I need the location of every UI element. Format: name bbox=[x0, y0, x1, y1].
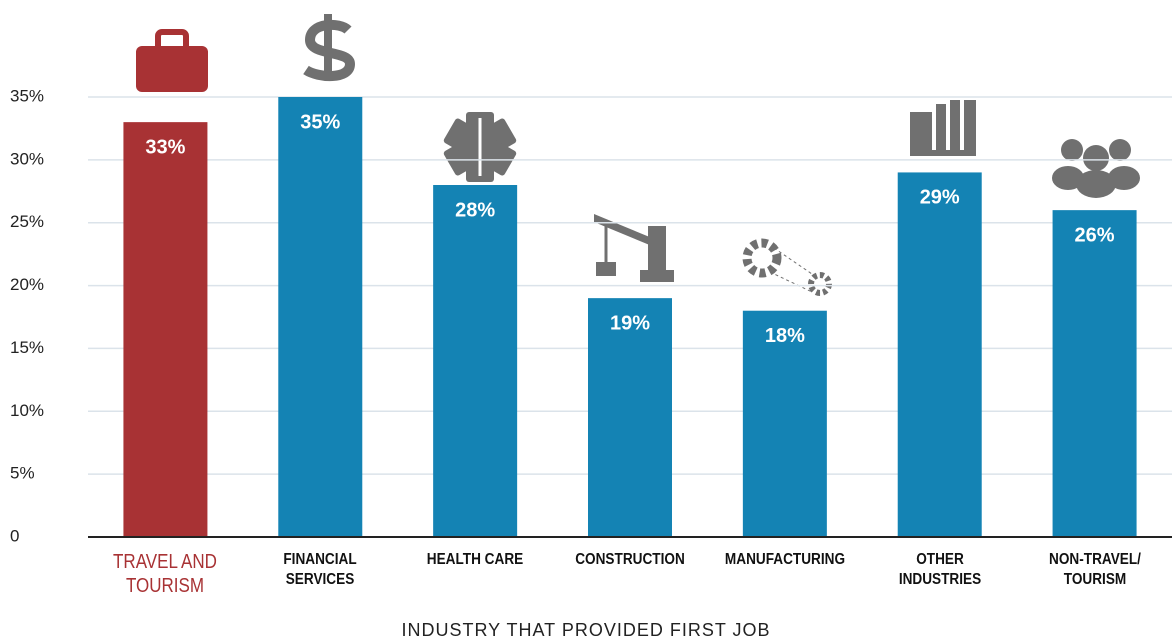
bar bbox=[278, 97, 363, 537]
value-label: 18% bbox=[765, 325, 805, 347]
value-label: 33% bbox=[145, 136, 185, 158]
bar bbox=[742, 310, 827, 537]
icon-crane bbox=[594, 214, 674, 282]
icon-dollar bbox=[303, 14, 356, 81]
y-tick-label: 5% bbox=[10, 464, 35, 483]
x-tick-label: TRAVEL AND TOURISM bbox=[113, 551, 218, 597]
x-tick-label: CONSTRUCTION bbox=[575, 551, 685, 568]
icon-briefcase bbox=[136, 29, 208, 92]
x-axis-title: INDUSTRY THAT PROVIDED FIRST JOB bbox=[401, 620, 771, 640]
y-tick-label: 30% bbox=[10, 149, 44, 168]
value-label: 26% bbox=[1075, 224, 1115, 246]
y-tick-label: 0 bbox=[10, 526, 19, 545]
x-tick-label: NON-TRAVEL/ TOURISM bbox=[1048, 551, 1141, 588]
x-tick-label: MANUFACTURING bbox=[724, 551, 845, 568]
value-label: 35% bbox=[300, 111, 340, 133]
y-tick-label: 25% bbox=[10, 212, 44, 231]
bar bbox=[588, 298, 672, 537]
value-label: 28% bbox=[455, 199, 495, 221]
y-tick-label: 35% bbox=[10, 86, 44, 105]
y-tick-label: 20% bbox=[10, 275, 44, 294]
x-tick-label: HEALTH CARE bbox=[426, 551, 524, 568]
value-label: 19% bbox=[610, 312, 650, 334]
icon-people bbox=[1052, 139, 1140, 198]
x-tick-label: OTHER INDUSTRIES bbox=[898, 551, 981, 588]
bar bbox=[433, 185, 518, 537]
icon-factory bbox=[910, 100, 976, 156]
y-tick-label: 15% bbox=[10, 338, 44, 357]
value-label: 29% bbox=[920, 187, 960, 209]
x-tick-label: FINANCIAL SERVICES bbox=[283, 551, 357, 588]
icon-gears bbox=[742, 238, 832, 296]
bar bbox=[123, 122, 208, 538]
icon-medical bbox=[443, 112, 517, 182]
bar bbox=[1052, 210, 1137, 537]
y-tick-label: 10% bbox=[10, 401, 44, 420]
bar bbox=[897, 172, 982, 537]
